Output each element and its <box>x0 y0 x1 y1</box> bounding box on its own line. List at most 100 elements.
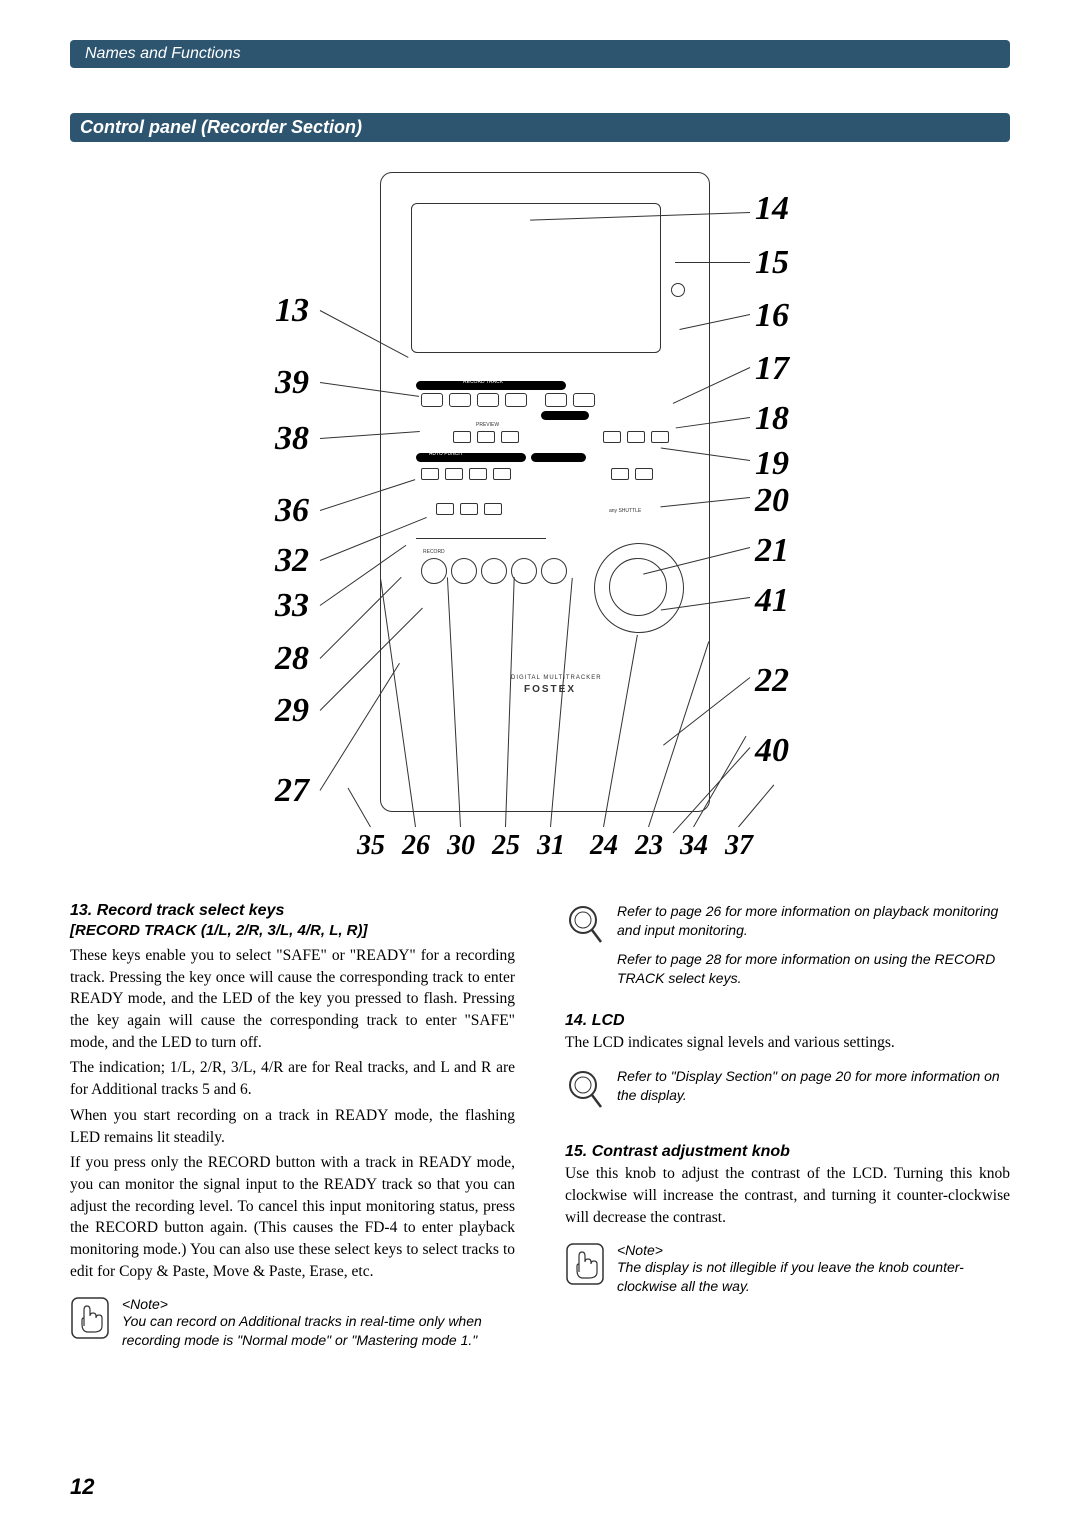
ffwd-btn <box>541 558 567 584</box>
btn <box>453 431 471 443</box>
note-content: <Note> You can record on Additional trac… <box>122 1296 515 1350</box>
add-track-buttons <box>545 393 595 407</box>
callout-33: 33 <box>275 587 309 625</box>
ref-block-1: Refer to page 26 for more information on… <box>565 902 1010 988</box>
lcd-screen <box>411 203 661 353</box>
callout-18: 18 <box>755 400 789 438</box>
play-btn <box>481 558 507 584</box>
text-columns: 13. Record track select keys [RECORD TRA… <box>70 902 1010 1350</box>
callout-15: 15 <box>755 244 789 282</box>
track-btn <box>421 393 443 407</box>
btn <box>635 468 653 480</box>
ref-block-2: Refer to "Display Section" on page 20 fo… <box>565 1067 1010 1115</box>
item13-p1: These keys enable you to select "SAFE" o… <box>70 945 515 1053</box>
preview-buttons <box>453 431 519 443</box>
stop-btn <box>451 558 477 584</box>
callout-20: 20 <box>755 482 789 520</box>
track-btn <box>449 393 471 407</box>
add-track-bar <box>541 411 589 420</box>
btn <box>484 503 502 515</box>
preview-label: PREVIEW <box>476 422 499 428</box>
leader <box>348 788 371 827</box>
right-buttons-1 <box>603 431 669 443</box>
btn <box>460 503 478 515</box>
item13-heading: 13. Record track select keys <box>70 902 515 920</box>
track-btn <box>505 393 527 407</box>
item14-p1: The LCD indicates signal levels and vari… <box>565 1032 1010 1054</box>
jog-wheel <box>594 543 684 633</box>
control-panel-diagram: RECORD TRACK PREVIEW AUTO PUNCH <box>70 152 1010 872</box>
device-outline: RECORD TRACK PREVIEW AUTO PUNCH <box>380 172 710 812</box>
magnifier-icon <box>565 1067 605 1115</box>
callout-37: 37 <box>725 830 753 862</box>
ref1-text: Refer to page 26 for more information on… <box>617 902 1010 940</box>
auto-punch-label: AUTO PUNCH <box>429 451 462 457</box>
page-number: 12 <box>70 1474 94 1500</box>
note-label: <Note> <box>122 1296 515 1312</box>
callout-30: 30 <box>447 830 475 862</box>
track-btn <box>477 393 499 407</box>
callout-35: 35 <box>357 830 385 862</box>
callout-22: 22 <box>755 662 789 700</box>
btn <box>477 431 495 443</box>
header-text: Names and Functions <box>85 45 241 62</box>
note-label: <Note> <box>617 1242 1010 1258</box>
header-bar: Names and Functions <box>70 40 1010 68</box>
brand-logo: FOSTEX <box>524 684 576 695</box>
right-column: Refer to page 26 for more information on… <box>565 902 1010 1350</box>
callout-29: 29 <box>275 692 309 730</box>
callout-24: 24 <box>590 830 618 862</box>
callout-36: 36 <box>275 492 309 530</box>
ref-content: Refer to page 26 for more information on… <box>617 902 1010 988</box>
transport-buttons <box>421 558 567 584</box>
track-btn <box>545 393 567 407</box>
record-btn <box>421 558 447 584</box>
callout-17: 17 <box>755 350 789 388</box>
rewind-btn <box>511 558 537 584</box>
edit-buttons <box>421 468 511 480</box>
note-text: You can record on Additional tracks in r… <box>122 1312 515 1350</box>
leader <box>675 262 750 263</box>
transport-label: RECORD <box>423 549 445 555</box>
record-track-buttons <box>421 393 527 407</box>
item13-p4: If you press only the RECORD button with… <box>70 1152 515 1282</box>
callout-38: 38 <box>275 420 309 458</box>
btn <box>421 468 439 480</box>
callout-32: 32 <box>275 542 309 580</box>
track-btn <box>573 393 595 407</box>
callout-28: 28 <box>275 640 309 678</box>
btn <box>436 503 454 515</box>
clipboard-bar <box>531 453 586 462</box>
section-bar: Control panel (Recorder Section) <box>70 113 1010 142</box>
separator <box>416 538 546 539</box>
callout-16: 16 <box>755 297 789 335</box>
shuttle-label: any SHUTTLE <box>609 508 641 514</box>
btn <box>469 468 487 480</box>
note-content: <Note> The display is not illegible if y… <box>617 1242 1010 1296</box>
item13-p2: The indication; 1/L, 2/R, 3/L, 4/R are f… <box>70 1057 515 1100</box>
locate-buttons <box>436 503 502 515</box>
note-text: The display is not illegible if you leav… <box>617 1258 1010 1296</box>
left-column: 13. Record track select keys [RECORD TRA… <box>70 902 515 1350</box>
btn <box>493 468 511 480</box>
note-block: <Note> You can record on Additional trac… <box>70 1296 515 1350</box>
btn <box>627 431 645 443</box>
item14-heading: 14. LCD <box>565 1012 1010 1030</box>
callout-34: 34 <box>680 830 708 862</box>
callout-25: 25 <box>492 830 520 862</box>
item13-p3: When you start recording on a track in R… <box>70 1105 515 1148</box>
btn <box>651 431 669 443</box>
btn <box>603 431 621 443</box>
callout-39: 39 <box>275 364 309 402</box>
brand-top: DIGITAL MULTITRACKER <box>511 675 602 681</box>
callout-27: 27 <box>275 772 309 810</box>
hand-icon <box>70 1296 110 1344</box>
record-track-label: RECORD TRACK <box>463 379 503 385</box>
callout-40: 40 <box>755 732 789 770</box>
item15-heading: 15. Contrast adjustment knob <box>565 1143 1010 1161</box>
jog-inner <box>609 558 667 616</box>
item13-sub: [RECORD TRACK (1/L, 2/R, 3/L, 4/R, L, R)… <box>70 922 515 939</box>
callout-26: 26 <box>402 830 430 862</box>
btn <box>501 431 519 443</box>
callout-13: 13 <box>275 292 309 330</box>
